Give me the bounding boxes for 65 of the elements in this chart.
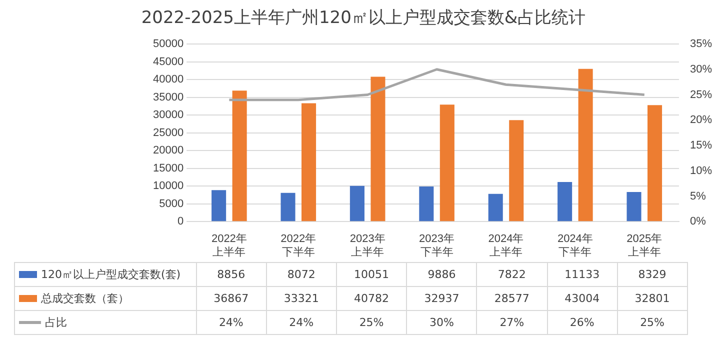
bar [626, 192, 642, 222]
data-label: 26% [547, 310, 618, 334]
data-label: 32801 [617, 286, 688, 310]
bar [509, 120, 524, 222]
y2-tick-label: 35% [690, 38, 712, 50]
x-tick-label: 2024年上半年 [488, 233, 524, 258]
data-label: 8072 [266, 262, 336, 286]
y-tick-label: 35000 [152, 91, 184, 104]
bar [350, 186, 364, 222]
x-tick-label: 2025年上半年 [626, 233, 662, 258]
data-label: 33321 [266, 286, 336, 310]
data-label: 25% [617, 310, 688, 334]
bar [212, 190, 226, 222]
data-label: 43004 [547, 286, 618, 310]
data-label: 32937 [406, 286, 477, 310]
legend-label: 总成交套数（套） [41, 292, 129, 305]
y-tick-label: 50000 [152, 38, 184, 50]
legend-label: 占比 [45, 316, 67, 329]
y2-tick-label: 25% [690, 88, 712, 101]
y-tick-label: 45000 [152, 56, 184, 68]
chart-title: 2022-2025上半年广州120㎡以上户型成交套数&占比统计 [140, 7, 587, 29]
y-tick-label: 15000 [152, 162, 184, 174]
y2-tick-label: 10% [690, 164, 712, 177]
y-tick-label: 20000 [152, 144, 184, 157]
data-label: 27% [476, 310, 548, 334]
data-label: 40782 [336, 286, 407, 310]
data-label: 36867 [196, 286, 266, 310]
y-tick-label: 40000 [152, 74, 184, 86]
y2-tick-label: 5% [690, 190, 706, 202]
data-label: 24% [196, 310, 266, 334]
y2-tick-label: 30% [690, 63, 712, 76]
bar [578, 68, 593, 222]
data-label: 7822 [476, 262, 548, 286]
y-tick-label: 30000 [152, 109, 184, 122]
y-tick-label: 5000 [159, 198, 184, 210]
x-tick-label: 2023年下半年 [419, 233, 455, 258]
data-label: 8856 [196, 262, 266, 286]
bar [440, 104, 454, 222]
y-tick-label: 25000 [152, 126, 184, 139]
data-label: 10051 [336, 262, 407, 286]
y-tick-label: 10000 [152, 180, 184, 192]
bar [370, 76, 386, 222]
bar [488, 194, 503, 222]
data-label: 25% [336, 310, 407, 334]
data-label: 28577 [476, 286, 548, 310]
data-label: 9886 [406, 262, 477, 286]
x-tick-label: 2022年下半年 [280, 233, 316, 258]
bar [558, 182, 572, 222]
data-label: 30% [406, 310, 477, 334]
bar [232, 90, 247, 222]
bar [280, 192, 296, 222]
bar [648, 105, 662, 222]
y-tick-label: 0 [177, 216, 184, 228]
y2-tick-label: 15% [690, 140, 712, 152]
data-label: 11133 [547, 262, 618, 286]
bar [419, 186, 434, 222]
x-tick-label: 2024年下半年 [557, 233, 593, 258]
y2-tick-label: 20% [690, 114, 712, 126]
data-label: 24% [266, 310, 336, 334]
x-tick-label: 2023年上半年 [350, 233, 386, 258]
legend-label: 120㎡以上户型成交套数(套) [41, 268, 181, 281]
y2-tick-label: 0% [690, 216, 706, 228]
x-tick-label: 2022年上半年 [211, 233, 247, 258]
data-label: 8329 [617, 262, 688, 286]
bar [302, 103, 316, 222]
